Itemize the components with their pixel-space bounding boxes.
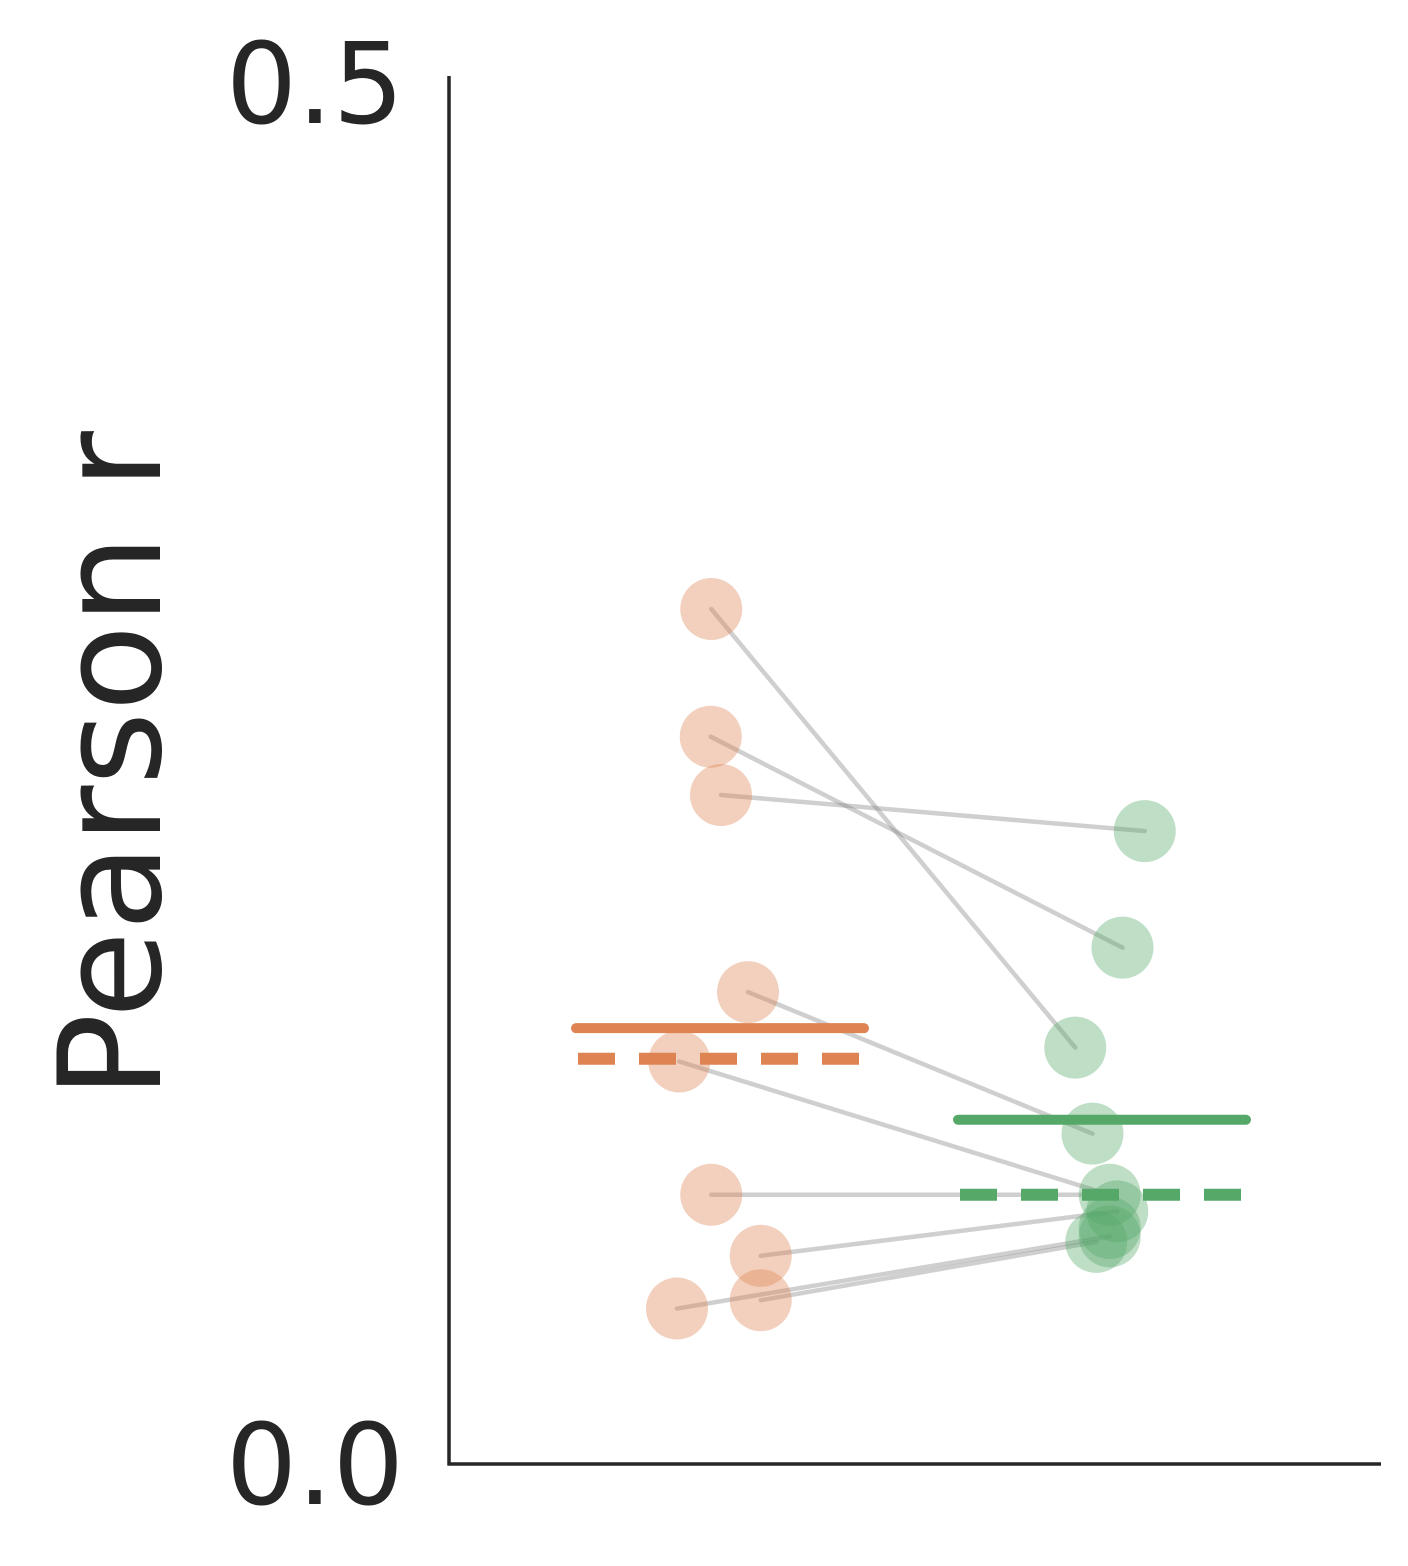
pair-line-8: [758, 1239, 1099, 1303]
pair-line-4: [677, 1059, 1112, 1197]
axes: 0.0 0.5 Pearson r: [29, 20, 1381, 1531]
pair-line-2: [718, 792, 1147, 834]
pair-line-1: [708, 734, 1125, 950]
summary-lines: [571, 1023, 1251, 1201]
group-b-point-7: [1065, 1210, 1128, 1273]
pair-line-3: [745, 989, 1095, 1136]
y-tick-label-1: 0.5: [226, 20, 404, 150]
pair-line-6: [758, 1209, 1120, 1259]
y-tick-label-0: 0.0: [226, 1401, 404, 1531]
group-a-point-6: [729, 1224, 792, 1287]
group-a-point-0: [680, 577, 743, 640]
group-a-point-7: [646, 1277, 708, 1340]
group-b-point-2: [1044, 1016, 1107, 1079]
group-a-point-3: [717, 961, 779, 1024]
pair-line-7: [674, 1234, 1112, 1311]
group-b-point-6: [1078, 1205, 1141, 1268]
pair-lines: [674, 606, 1147, 1311]
y-axis-label: Pearson r: [29, 431, 194, 1099]
data-points: [646, 577, 1176, 1340]
group-b-point-1: [1091, 916, 1154, 979]
group-a-point-2: [690, 763, 752, 826]
group-b-point-3: [1061, 1102, 1124, 1165]
group-a-point-8: [729, 1269, 792, 1332]
group-a-point-4: [648, 1030, 711, 1093]
group-b-point-8: [1078, 1197, 1141, 1260]
group-a-point-1: [679, 705, 742, 768]
pair-line-0: [709, 606, 1078, 1050]
group-a-point-5: [680, 1163, 743, 1226]
group-b-point-0: [1113, 800, 1176, 863]
